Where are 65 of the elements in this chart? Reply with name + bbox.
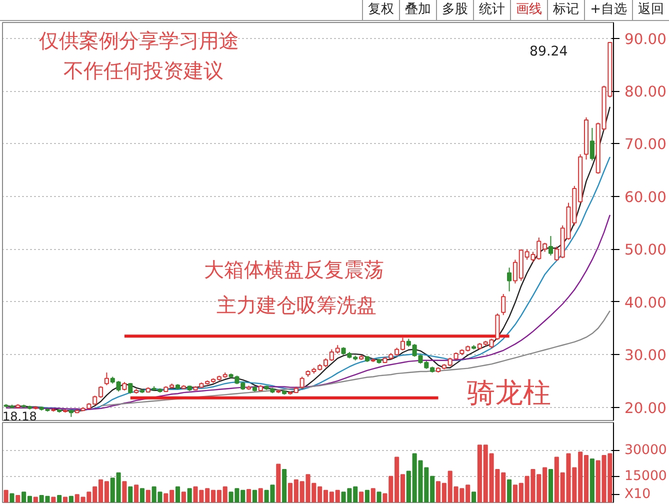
annotation: 大箱体横盘反复震荡 xyxy=(204,257,384,282)
candlestick xyxy=(507,267,512,292)
bar xyxy=(187,488,192,502)
line-series xyxy=(5,214,611,410)
bar xyxy=(16,495,20,502)
bar xyxy=(370,488,376,502)
text: 统计 xyxy=(473,0,510,21)
bar xyxy=(175,486,180,502)
bar xyxy=(4,490,8,502)
bar xyxy=(507,479,512,502)
annotation: 89.24 xyxy=(530,44,568,60)
y-tick-label: 30000 xyxy=(624,442,667,458)
bar xyxy=(146,490,150,502)
bar xyxy=(33,496,38,502)
bar xyxy=(122,481,127,502)
bar xyxy=(548,468,554,502)
y-tick-label: 60.00 xyxy=(624,188,666,206)
bar xyxy=(140,488,144,502)
text: 复权 xyxy=(362,0,400,21)
bar xyxy=(134,484,139,502)
bar xyxy=(359,492,364,502)
text: 返回 xyxy=(632,0,669,21)
bar xyxy=(62,496,68,502)
bar xyxy=(252,490,257,502)
bar xyxy=(68,496,74,502)
y-tick-label: 30.00 xyxy=(624,347,666,364)
bar xyxy=(276,464,281,502)
bar xyxy=(128,486,133,502)
bar xyxy=(181,492,186,502)
line-series xyxy=(5,106,611,412)
y-tick-label: 80.00 xyxy=(624,84,666,101)
text: X10 xyxy=(624,487,651,502)
candlestick xyxy=(495,312,500,340)
candlestick xyxy=(128,382,133,394)
bar xyxy=(246,488,252,502)
bar xyxy=(10,493,14,502)
y-tick-label: 90.00 xyxy=(624,30,666,48)
candlestick xyxy=(590,127,594,162)
candlestick xyxy=(104,372,109,386)
y-tick-label: 70.00 xyxy=(624,136,666,154)
candlestick xyxy=(501,293,506,316)
annotation: 主力建仓吸筹洗盘 xyxy=(216,293,376,318)
annotation: 仅供案例分享学习用途 xyxy=(39,28,240,52)
y-tick-label: 15000 xyxy=(624,468,667,484)
text: 叠加 xyxy=(399,0,436,21)
text: 多股 xyxy=(436,0,474,21)
text: 标记 xyxy=(547,0,584,21)
y-tick-label: 40.00 xyxy=(624,294,666,312)
bar xyxy=(376,492,382,502)
bar xyxy=(258,488,263,502)
bar xyxy=(364,490,370,502)
annotation: 不作任何投资建议 xyxy=(64,58,224,82)
annotation: 骑龙柱 xyxy=(466,376,551,410)
bar xyxy=(51,496,56,502)
bar xyxy=(57,495,62,502)
text: +自选 xyxy=(584,0,632,21)
y-tick-label: 50.00 xyxy=(624,242,666,259)
bar xyxy=(590,458,594,502)
text: 画线 xyxy=(510,0,548,21)
candlestick xyxy=(548,235,554,256)
bar xyxy=(282,468,287,502)
y-tick-label: 20.00 xyxy=(624,400,666,417)
bar xyxy=(472,492,476,502)
annotation: 18.18 xyxy=(2,410,37,424)
candlestick xyxy=(300,376,304,389)
